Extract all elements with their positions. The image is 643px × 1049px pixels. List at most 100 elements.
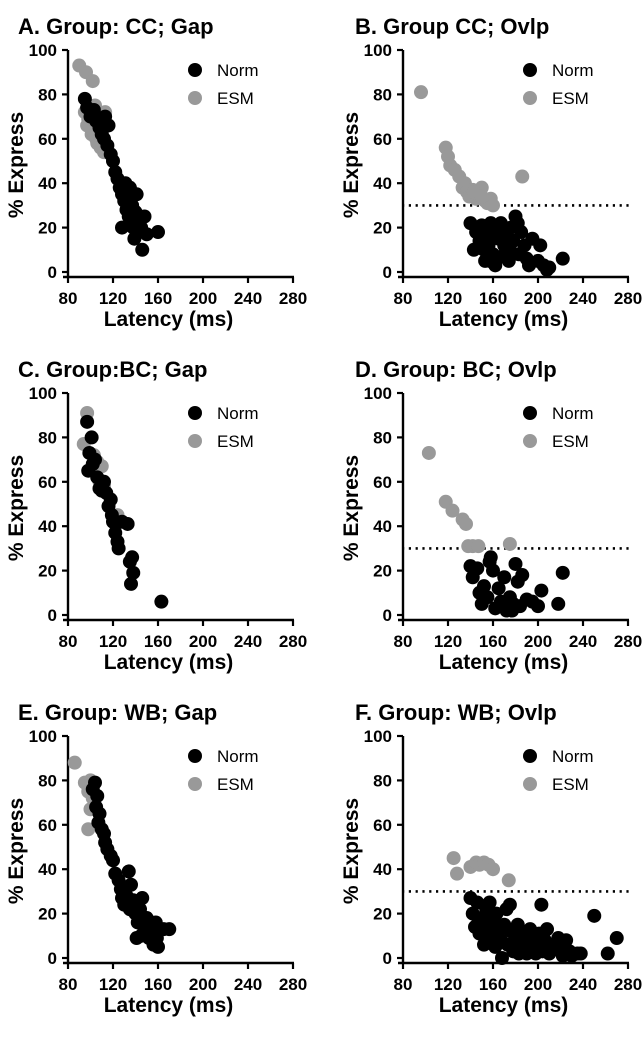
panel-a: A. Group: CC; Gap 0 20 40 60 80 100 80 120 160 200… [5,14,307,331]
norm-point [555,565,570,580]
norm-point [135,242,150,257]
norm-point [129,931,144,946]
x-tick-label: 280 [279,632,307,651]
norm-point [497,570,512,585]
y-axis-label: % Express [340,798,363,904]
x-tick-label: 120 [99,975,127,994]
chart-title: F. Group: WB; Ovlp [355,700,557,725]
y-tick-label: 100 [364,41,392,60]
norm-point [86,102,101,117]
norm-point [80,414,95,429]
y-tick-label: 20 [373,905,392,924]
y-tick-label: 100 [29,41,57,60]
x-tick-label: 280 [614,975,642,994]
norm-point [103,492,118,507]
y-axis-label: % Express [5,455,28,561]
panel-b: B. Group CC; Ovlp 0 20 40 60 80 100 80 120 160 200… [340,14,642,331]
legend-label-esm: ESM [217,432,254,451]
x-tick-label: 160 [479,975,507,994]
y-axis-label: % Express [5,798,28,904]
norm-point [137,209,152,224]
x-tick-label: 120 [434,289,462,308]
legend-marker-norm [523,406,537,420]
norm-point [534,583,549,598]
x-tick-label: 80 [59,289,78,308]
y-tick-label: 40 [373,517,392,536]
norm-point [482,895,497,910]
legend-label-esm: ESM [217,775,254,794]
norm-point [151,225,165,240]
norm-point [480,590,495,605]
y-tick-label: 100 [29,727,57,746]
y-tick-label: 20 [373,562,392,581]
norm-point [127,231,142,246]
norm-point [502,897,517,912]
norm-point [120,516,135,531]
y-tick-label: 20 [38,905,57,924]
series-norm [77,91,165,257]
y-tick-label: 40 [38,860,57,879]
x-tick-label: 240 [569,632,597,651]
legend-marker-esm [188,91,202,105]
series-esm [414,85,530,213]
y-tick-label: 0 [48,606,57,625]
norm-point [97,474,111,489]
norm-point [551,596,566,611]
norm-point [124,576,138,591]
esm-point [502,536,517,551]
esm-point [501,873,516,888]
series-esm [421,445,517,554]
norm-point [139,227,154,242]
norm-point [154,594,169,609]
y-tick-label: 40 [38,174,57,193]
x-tick-label: 160 [144,289,172,308]
series-norm [85,775,177,954]
panel-e: E. Group: WB; Gap 0 20 40 60 80 100 80 120 160 200… [5,700,307,1017]
x-tick-label: 200 [189,289,217,308]
legend-marker-esm [523,91,537,105]
norm-point [493,216,508,231]
chart-title: D. Group: BC; Ovlp [355,357,557,382]
chart-title: B. Group CC; Ovlp [355,14,549,39]
legend-marker-norm [188,749,202,763]
x-axis-label: Latency (ms) [104,651,234,674]
norm-point [587,908,602,923]
panel-c: C. Group:BC; Gap 0 20 40 60 80 100 80 120 160 200 2… [5,357,307,674]
x-axis-label: Latency (ms) [439,308,569,331]
norm-point [101,118,116,133]
legend-label-esm: ESM [552,775,589,794]
legend-label-esm: ESM [552,89,589,108]
y-tick-label: 80 [38,428,57,447]
norm-point [466,242,481,257]
norm-point [531,599,545,614]
y-tick-label: 20 [38,562,57,581]
norm-point [111,541,126,556]
y-tick-label: 0 [48,263,57,282]
y-tick-label: 80 [373,428,392,447]
norm-point [533,238,548,253]
legend-marker-esm [523,777,537,791]
x-tick-label: 80 [59,975,78,994]
esm-point [446,851,461,866]
y-tick-label: 100 [364,727,392,746]
norm-point [470,561,485,576]
norm-point [120,193,135,208]
x-tick-label: 80 [394,289,413,308]
norm-point [85,457,100,472]
x-tick-label: 80 [59,632,78,651]
x-tick-label: 120 [434,632,462,651]
legend-marker-norm [523,63,537,77]
norm-point [495,951,509,965]
norm-point [106,154,120,168]
y-tick-label: 80 [38,771,57,790]
norm-point [477,579,491,594]
norm-point [542,260,557,275]
norm-point [515,568,530,583]
x-tick-label: 200 [524,632,552,651]
esm-point [459,516,473,531]
y-tick-label: 80 [38,85,57,104]
series-norm [463,891,624,965]
esm-point [421,445,436,460]
legend-label-norm: Norm [552,747,594,766]
